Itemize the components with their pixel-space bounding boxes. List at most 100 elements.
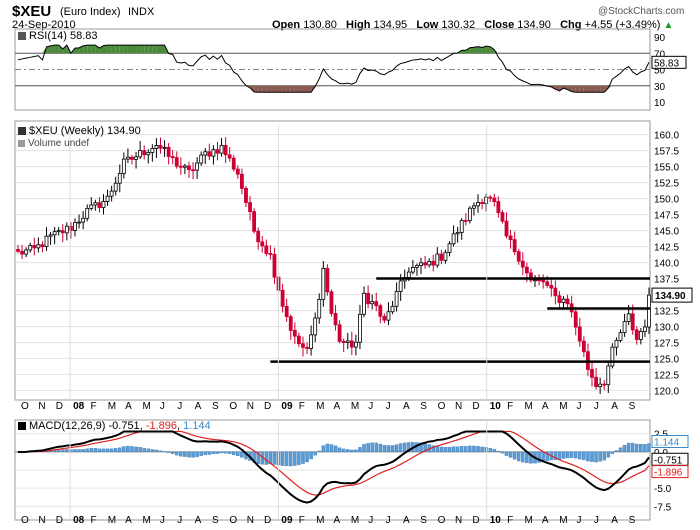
macd-histogram-bar bbox=[557, 451, 562, 460]
open-label: Open bbox=[272, 19, 301, 31]
x-axis-month-label: M bbox=[351, 401, 359, 412]
x-axis-month-label: O bbox=[229, 515, 237, 526]
price-candle-body bbox=[16, 249, 20, 252]
price-candle-body bbox=[317, 298, 322, 319]
price-tick-label: 127.5 bbox=[654, 338, 679, 349]
x-axis-month-label: J bbox=[386, 515, 391, 526]
price-candle-body bbox=[577, 326, 582, 342]
x-axis-month-label: J bbox=[594, 515, 599, 526]
rsi-oversold-fill bbox=[294, 85, 299, 93]
price-candle-body bbox=[537, 279, 541, 282]
price-candle-body bbox=[52, 231, 57, 236]
rsi-overbought-fill bbox=[144, 45, 149, 54]
rsi-oversold-fill bbox=[600, 85, 605, 93]
macd-histogram-bar bbox=[643, 444, 647, 452]
macd-histogram-bar bbox=[586, 451, 590, 462]
price-tick-label: 160.0 bbox=[654, 131, 679, 142]
price-candle-body bbox=[215, 149, 220, 154]
x-axis-month-label: S bbox=[420, 515, 427, 526]
rsi-legend-text: RSI(14) 58.83 bbox=[29, 30, 98, 42]
price-candle-body bbox=[301, 343, 305, 348]
rsi-overbought-fill bbox=[486, 46, 491, 54]
price-legend-swatch-icon bbox=[18, 127, 26, 136]
x-axis-month-label: J bbox=[177, 515, 182, 526]
macd-histogram-bar bbox=[187, 451, 191, 458]
price-candle-body bbox=[109, 190, 114, 197]
macd-histogram-bar bbox=[337, 447, 342, 452]
x-axis-month-label: F bbox=[90, 515, 96, 526]
x-axis-month-label: A bbox=[125, 515, 132, 526]
price-candle-body bbox=[268, 253, 273, 255]
macd-histogram-bar bbox=[297, 451, 301, 465]
macd-histogram-bar bbox=[578, 451, 582, 460]
rsi-overbought-fill bbox=[107, 45, 112, 54]
macd-histogram-bar bbox=[158, 450, 163, 452]
macd-histogram-bar bbox=[647, 443, 651, 452]
macd-histogram-bar bbox=[402, 442, 407, 452]
x-axis-month-label: D bbox=[264, 515, 271, 526]
macd-histogram-bar bbox=[162, 451, 167, 453]
price-tick-label: 140.0 bbox=[654, 259, 679, 270]
price-candle-body bbox=[219, 145, 224, 154]
x-axis-month-label: N bbox=[38, 515, 45, 526]
macd-histogram-bar bbox=[227, 451, 232, 454]
price-candle-body bbox=[150, 148, 155, 153]
macd-histogram-bar bbox=[264, 451, 269, 465]
macd-histogram-bar bbox=[602, 451, 606, 461]
x-axis-month-label: F bbox=[507, 401, 513, 412]
x-axis-month-label: A bbox=[195, 401, 202, 412]
price-candle-body bbox=[60, 230, 65, 234]
price-candle-body bbox=[170, 156, 175, 158]
macd-histogram-bar bbox=[345, 449, 350, 452]
price-candle-body bbox=[113, 182, 118, 192]
rsi-overbought-fill bbox=[473, 46, 479, 54]
symbol-name: (Euro Index) bbox=[60, 6, 121, 18]
high-value: 134.95 bbox=[373, 19, 408, 31]
macd-legend-macd: -0.751 bbox=[108, 420, 140, 432]
macd-histogram-bar bbox=[329, 444, 334, 452]
macd-histogram-bar bbox=[447, 447, 452, 452]
rsi-overbought-fill bbox=[95, 45, 100, 54]
macd-histogram-bar bbox=[170, 451, 175, 454]
rsi-value-tag-box bbox=[651, 55, 687, 69]
macd-histogram-bar bbox=[370, 442, 374, 452]
rsi-oversold-fill bbox=[567, 85, 572, 92]
price-candle-body bbox=[284, 305, 289, 318]
price-candle-body bbox=[309, 334, 314, 349]
rsi-overbought-fill bbox=[127, 45, 132, 54]
macd-tick-label: -5.0 bbox=[654, 484, 672, 495]
macd-histogram-bar bbox=[431, 445, 435, 452]
macd-histogram-bar bbox=[374, 442, 378, 452]
price-tick-label: 152.5 bbox=[654, 179, 679, 190]
rsi-tick-label: 50 bbox=[654, 66, 666, 77]
price-candle-body bbox=[630, 313, 635, 331]
x-axis-month-label: 08 bbox=[73, 515, 85, 526]
macd-histogram-bar bbox=[207, 451, 212, 455]
macd-histogram-bar bbox=[496, 450, 501, 452]
price-candle-body bbox=[89, 204, 94, 209]
macd-histogram-bar bbox=[211, 451, 216, 455]
price-candle-body bbox=[557, 295, 562, 303]
price-candle-body bbox=[93, 202, 98, 206]
price-candle-body bbox=[500, 212, 505, 222]
macd-histogram-bar bbox=[573, 451, 578, 459]
macd-histogram-bar bbox=[154, 449, 159, 452]
x-axis-month-label: M bbox=[143, 515, 151, 526]
macd-histogram-bar bbox=[280, 451, 285, 466]
macd-histogram-bar bbox=[199, 451, 203, 456]
price-candle-body bbox=[524, 266, 529, 274]
rsi-overbought-fill bbox=[482, 46, 487, 54]
x-axis-month-label: A bbox=[611, 515, 618, 526]
price-candle-body bbox=[207, 151, 212, 157]
price-candle-body bbox=[105, 195, 110, 202]
macd-histogram-bar bbox=[301, 451, 305, 464]
x-axis-month-label: A bbox=[403, 401, 410, 412]
macd-histogram-bar bbox=[545, 451, 549, 462]
price-last-tag-box bbox=[651, 287, 693, 303]
low-label: Low bbox=[416, 19, 439, 31]
x-axis-month-label: J bbox=[577, 515, 582, 526]
x-axis-month-label: J bbox=[386, 401, 391, 412]
macd-histogram-bar bbox=[614, 450, 619, 452]
chg-label: Chg bbox=[560, 19, 582, 31]
price-candle-body bbox=[20, 250, 24, 255]
